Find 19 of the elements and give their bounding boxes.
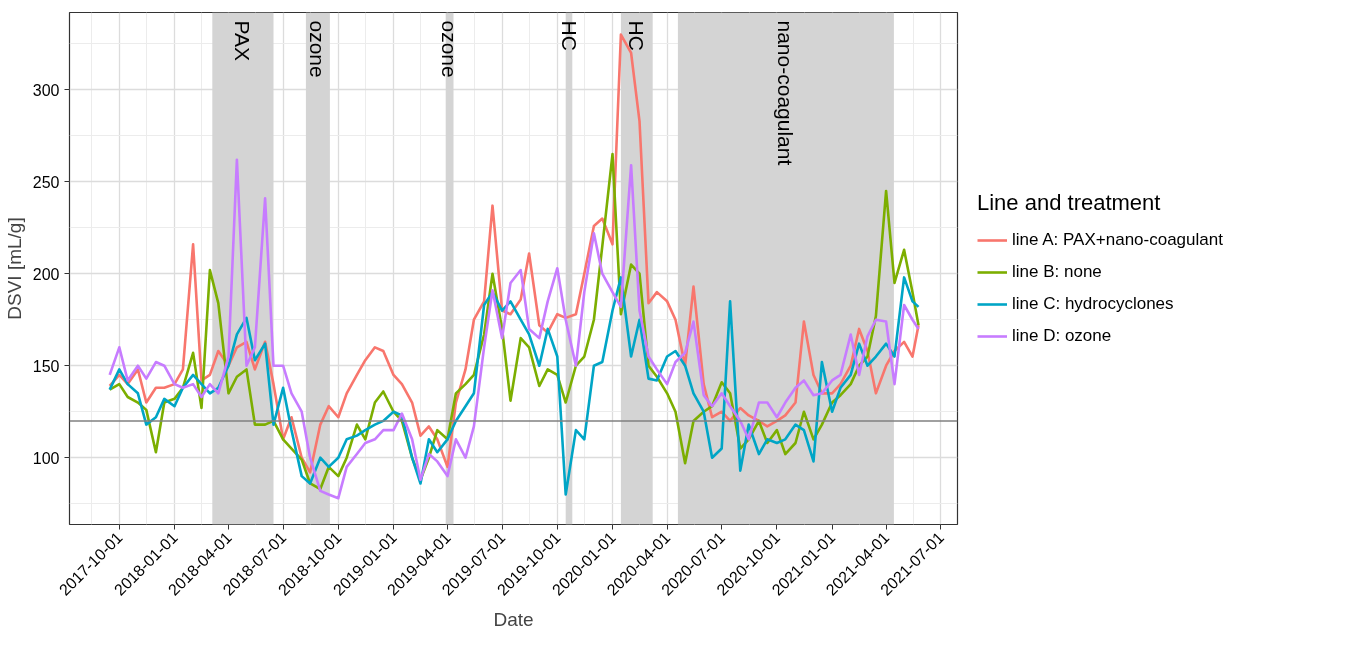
line-series: [108, 276, 920, 496]
band-label: PAX: [231, 20, 255, 61]
y-tick-label: 100: [32, 449, 60, 467]
y-tick-label: 150: [32, 357, 60, 375]
band-label: nano-coagulant: [774, 20, 798, 166]
band-label: HC: [625, 20, 649, 51]
band-label: ozone: [306, 20, 330, 78]
y-tick-label: 200: [32, 265, 60, 283]
legend-title: Line and treatment: [977, 190, 1162, 216]
legend-label: line B: none: [1012, 262, 1102, 282]
y-axis-title: DSVI [mL/g]: [3, 217, 25, 320]
legend-label: line C: hydrocyclones: [1012, 294, 1174, 314]
y-tick-label: 250: [32, 173, 60, 191]
band-label: ozone: [438, 20, 462, 78]
legend-label: line A: PAX+nano-coagulant: [1012, 230, 1223, 250]
legend-label: line D: ozone: [1012, 326, 1112, 346]
x-axis-title: Date: [493, 608, 534, 630]
y-tick-label: 300: [32, 81, 60, 99]
band-label: HC: [557, 20, 581, 51]
